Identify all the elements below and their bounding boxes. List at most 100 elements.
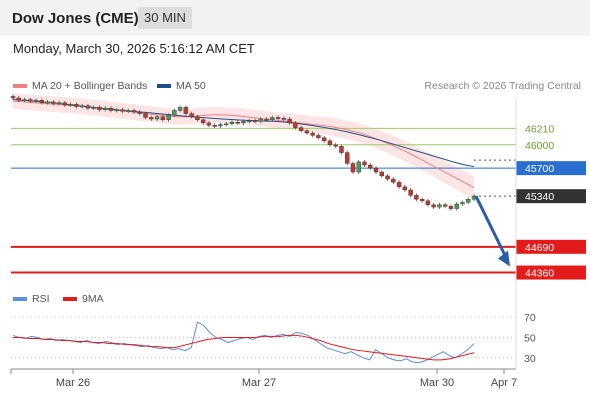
- rsi-tick-label-2: 30: [524, 353, 536, 365]
- candle-body: [350, 163, 356, 173]
- current-tag-3: [516, 189, 586, 204]
- candle-body: [10, 96, 16, 99]
- candle-body: [275, 117, 281, 119]
- rsi-label: RSI: [32, 293, 50, 305]
- candle-body: [28, 99, 33, 102]
- rsi-tick-label-0: 70: [524, 312, 536, 324]
- candle-body: [241, 121, 246, 124]
- candle-body: [183, 107, 189, 114]
- candle-body: [339, 146, 344, 153]
- candle-body: [126, 110, 131, 112]
- pivot-tag-label-2: 45700: [525, 163, 554, 175]
- legend-rsi-ma: 9MA: [63, 293, 104, 305]
- candle-body: [264, 118, 269, 121]
- candle-body: [91, 107, 96, 109]
- candle-body: [293, 122, 298, 128]
- candle-body: [166, 114, 171, 121]
- candle-body: [218, 124, 223, 127]
- projection-arrow: [474, 195, 509, 261]
- candle-body: [68, 104, 73, 106]
- candle-body: [362, 161, 367, 166]
- candle-body: [419, 199, 425, 202]
- rsi-ma-line: [13, 334, 475, 361]
- candle-body: [114, 109, 119, 112]
- rsi-ma-label: 9MA: [82, 293, 104, 305]
- candle-body: [356, 161, 361, 173]
- candle-body: [51, 101, 56, 104]
- candle-body: [252, 120, 258, 122]
- candle-body: [149, 117, 154, 120]
- pivot-tag-2: [516, 161, 586, 176]
- candle-body: [143, 113, 148, 118]
- x-tick-label-0: Mar 26: [56, 377, 90, 389]
- header-bar: Dow Jones (CME) 30 MIN: [0, 0, 590, 36]
- candle-body: [316, 135, 321, 138]
- candle-body: [379, 171, 384, 177]
- candle-body: [229, 121, 235, 124]
- candle-body: [345, 152, 350, 164]
- legend-rsi: RSI: [13, 293, 50, 305]
- candle-body: [310, 132, 315, 136]
- candle-body: [270, 117, 275, 121]
- resistance-label-1: 46000: [525, 140, 554, 152]
- candle-body: [442, 204, 448, 207]
- candle-body: [16, 97, 21, 101]
- candle-body: [235, 121, 240, 124]
- bollinger-band-fill: [13, 93, 474, 200]
- candle-body: [414, 195, 419, 200]
- candle-body: [62, 102, 68, 106]
- candle-body: [368, 164, 373, 169]
- candle-body: [33, 100, 39, 102]
- candle-body: [120, 109, 125, 112]
- candle-body: [258, 118, 263, 122]
- support-tag-5: [516, 265, 586, 280]
- support-tag-4: [516, 239, 586, 254]
- candle-body: [206, 122, 212, 126]
- candle-body: [137, 111, 142, 114]
- candle-body: [195, 116, 200, 121]
- candle-body: [333, 144, 338, 147]
- candle-body: [425, 200, 431, 205]
- current-tag-label-3: 45340: [525, 191, 554, 203]
- candle-body: [56, 102, 62, 105]
- candle-body: [212, 125, 217, 127]
- candle-body: [466, 199, 471, 203]
- rsi-swatch: [13, 297, 27, 302]
- candle-body: [172, 110, 177, 116]
- candle-body: [247, 120, 252, 122]
- candle-body: [304, 130, 310, 134]
- candle-body: [402, 186, 408, 191]
- timeframe-badge[interactable]: 30 MIN: [138, 7, 192, 29]
- candle-body: [85, 105, 91, 109]
- ma50-swatch: [157, 84, 171, 89]
- candle-body: [454, 203, 459, 209]
- rsi-tick-label-1: 50: [524, 332, 536, 344]
- candle-body: [437, 204, 442, 208]
- candle-body: [385, 175, 390, 180]
- candle-body: [327, 140, 333, 145]
- resistance-label-0: 46210: [525, 123, 554, 135]
- candle-body: [154, 116, 160, 120]
- candle-body: [131, 110, 137, 113]
- ma20-label: MA 20 + Bollinger Bands: [32, 80, 148, 92]
- candle-body: [321, 137, 327, 142]
- ma20-swatch: [13, 84, 27, 89]
- support-tag-label-4: 44690: [525, 242, 554, 254]
- candle-body: [22, 99, 27, 101]
- candle-body: [189, 113, 194, 117]
- candle-body: [431, 204, 436, 208]
- support-tag-label-5: 44360: [525, 268, 554, 280]
- candle-body: [448, 206, 454, 209]
- candle-body: [396, 181, 402, 188]
- candle-body: [200, 119, 206, 124]
- timestamp: Monday, March 30, 2026 5:16:12 AM CET: [13, 41, 255, 56]
- candles: [10, 94, 477, 211]
- candle-body: [79, 105, 85, 108]
- rsi-ma-swatch: [63, 297, 77, 302]
- candle-body: [45, 101, 50, 104]
- candle-body: [408, 189, 413, 196]
- legend-ma50: MA 50: [157, 80, 206, 92]
- instrument-title: Dow Jones (CME): [12, 10, 139, 27]
- x-tick-label-2: Mar 30: [420, 377, 454, 389]
